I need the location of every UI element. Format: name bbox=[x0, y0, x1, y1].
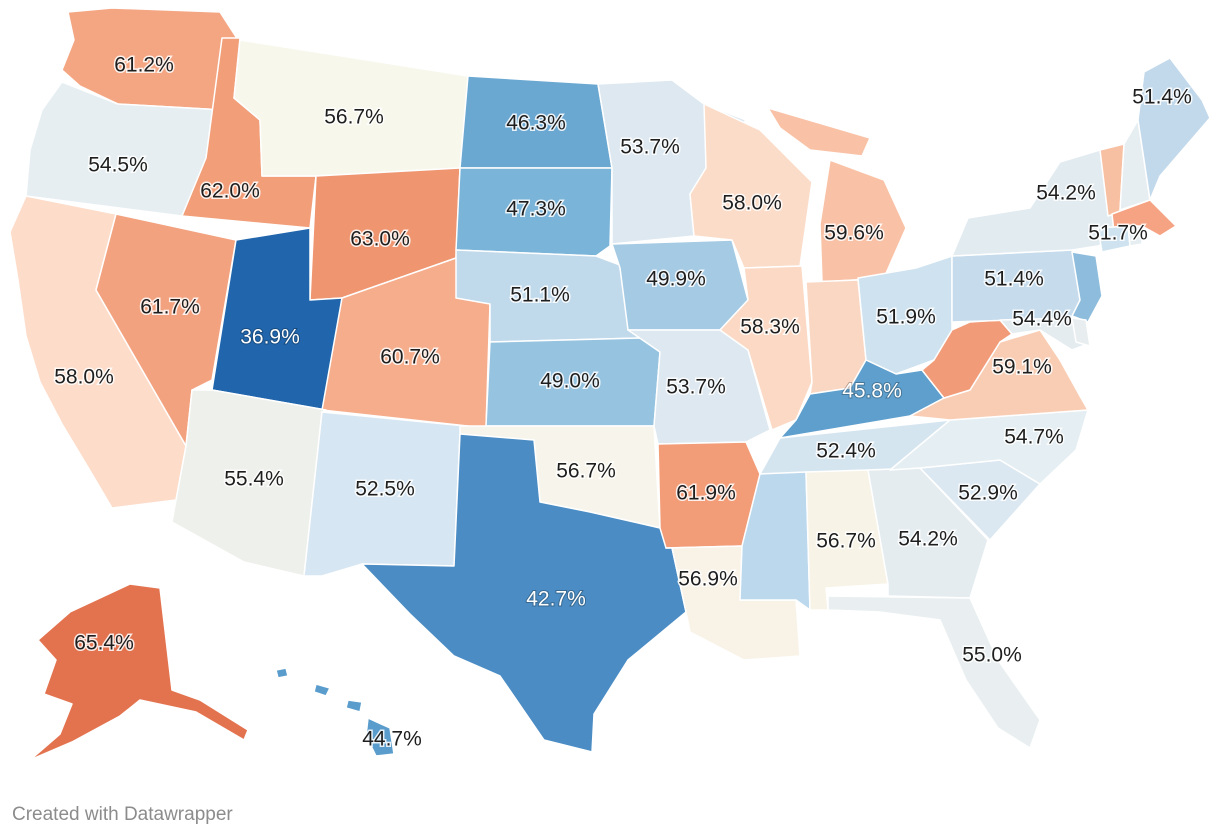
label-IL: 58.3% bbox=[740, 316, 800, 339]
state-NJ[interactable] bbox=[1071, 251, 1103, 323]
label-AR: 61.9% bbox=[676, 482, 736, 505]
state-TX[interactable] bbox=[361, 433, 687, 753]
label-NY: 54.2% bbox=[1036, 182, 1096, 205]
state-SD[interactable] bbox=[455, 167, 613, 257]
state-IL[interactable] bbox=[719, 265, 813, 431]
us-choropleth-map: 61.2% 54.5% 58.0% 62.0% 61.7% 56.7% 63.0… bbox=[9, 7, 1211, 761]
datawrapper-credit: Created with Datawrapper bbox=[12, 804, 233, 825]
label-TX: 42.7% bbox=[526, 588, 586, 611]
label-SC: 52.9% bbox=[958, 482, 1018, 505]
label-VA: 59.1% bbox=[992, 356, 1052, 379]
label-OH: 51.9% bbox=[876, 306, 936, 329]
label-WI: 58.0% bbox=[722, 192, 782, 215]
label-CO: 60.7% bbox=[380, 346, 440, 369]
label-MN: 53.7% bbox=[620, 136, 680, 159]
label-LA: 56.9% bbox=[678, 568, 738, 591]
label-WY: 63.0% bbox=[350, 228, 410, 251]
label-MT: 56.7% bbox=[324, 106, 384, 129]
label-AK: 65.4% bbox=[74, 632, 134, 655]
state-DE[interactable] bbox=[1071, 317, 1091, 347]
label-MD: 54.4% bbox=[1012, 308, 1072, 331]
label-KY: 45.8% bbox=[842, 380, 902, 403]
state-ME[interactable] bbox=[1137, 57, 1211, 201]
label-SD: 47.3% bbox=[506, 198, 566, 221]
label-ME: 51.4% bbox=[1132, 86, 1192, 109]
state-WI[interactable] bbox=[689, 103, 813, 269]
state-FL[interactable] bbox=[827, 595, 1041, 749]
label-NE: 51.1% bbox=[510, 284, 570, 307]
state-CO[interactable] bbox=[321, 257, 491, 429]
label-UT: 36.9% bbox=[240, 326, 300, 349]
label-NV: 61.7% bbox=[140, 296, 200, 319]
label-AL: 56.7% bbox=[816, 530, 876, 553]
state-HI[interactable] bbox=[275, 667, 395, 757]
label-MI: 59.6% bbox=[824, 222, 884, 245]
label-KS: 49.0% bbox=[540, 370, 600, 393]
label-HI: 44.7% bbox=[362, 728, 422, 751]
label-PA: 51.4% bbox=[984, 268, 1044, 291]
label-AZ: 55.4% bbox=[224, 468, 284, 491]
label-TN: 52.4% bbox=[816, 440, 876, 463]
label-MO: 53.7% bbox=[666, 376, 726, 399]
label-NM: 52.5% bbox=[355, 478, 415, 501]
state-KY[interactable] bbox=[779, 359, 945, 439]
label-WA: 61.2% bbox=[114, 54, 174, 77]
label-ND: 46.3% bbox=[506, 112, 566, 135]
label-OR: 54.5% bbox=[88, 154, 148, 177]
state-shapes bbox=[9, 7, 1211, 761]
state-RI[interactable] bbox=[1127, 225, 1143, 247]
label-CA: 58.0% bbox=[54, 366, 114, 389]
label-OK: 56.7% bbox=[556, 460, 616, 483]
state-value-labels: 61.2% 54.5% 58.0% 62.0% 61.7% 56.7% 63.0… bbox=[53, 52, 1194, 752]
state-AZ[interactable] bbox=[171, 389, 327, 577]
label-MA: 51.7% bbox=[1088, 222, 1148, 245]
state-AK[interactable] bbox=[29, 583, 249, 761]
label-ID: 62.0% bbox=[200, 180, 260, 203]
label-GA: 54.2% bbox=[898, 528, 958, 551]
label-NC: 54.7% bbox=[1004, 426, 1064, 449]
label-IA: 49.9% bbox=[646, 268, 706, 291]
label-FL: 55.0% bbox=[962, 644, 1022, 667]
